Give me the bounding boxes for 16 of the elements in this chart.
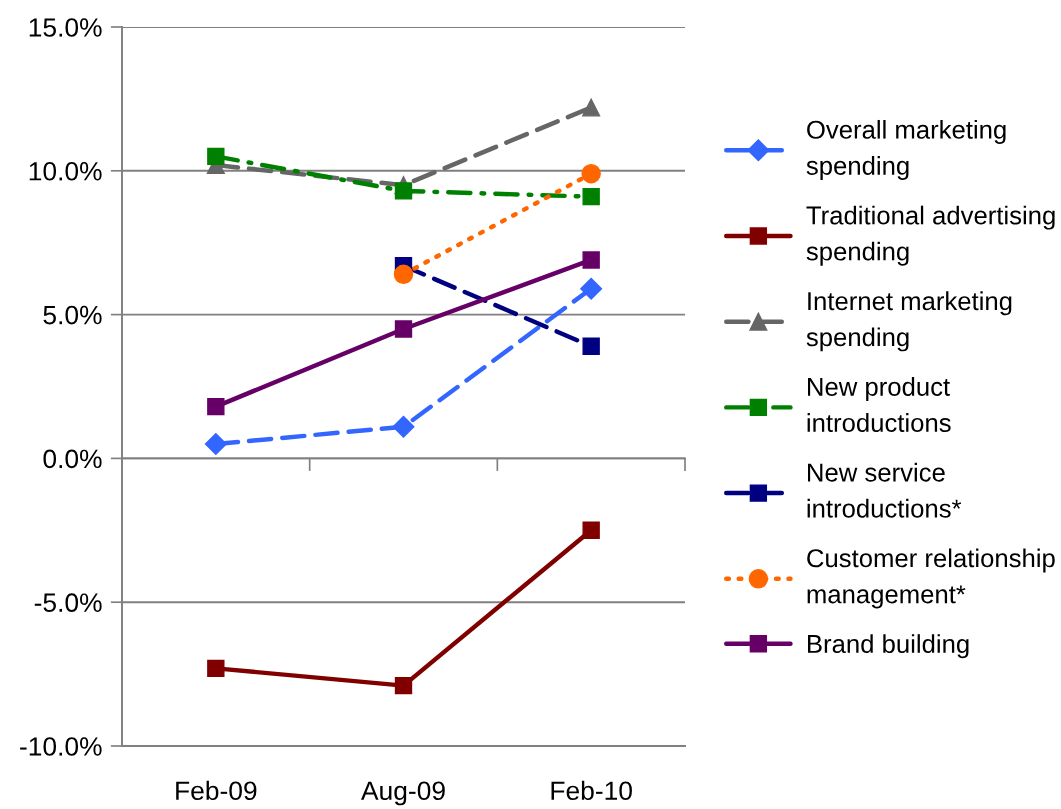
x-tick-label: Feb-10 (551, 780, 632, 801)
y-tick-label: 10.0% (29, 161, 102, 181)
legend-label: Traditional advertising spending (806, 205, 1055, 266)
y-tick-label: 0.0% (43, 449, 102, 469)
y-tick-label: -10.0% (20, 737, 102, 756)
legend-label: New product introductions (807, 377, 951, 432)
x-tick-label: Aug-09 (361, 781, 445, 806)
legend-label: Internet marketing spending (806, 291, 1012, 352)
y-tick-label: -5.0% (34, 593, 102, 613)
legend-label: Overall marketing spending (806, 119, 1006, 180)
legend-label: Customer relationship management* (807, 548, 1055, 609)
x-tick-label: Feb-09 (176, 780, 257, 801)
y-tick-label: 5.0% (43, 305, 102, 325)
legend-label: New service introductions* (807, 462, 962, 518)
y-tick-label: 15.0% (29, 18, 102, 37)
legend-label: Brand building (808, 634, 969, 659)
